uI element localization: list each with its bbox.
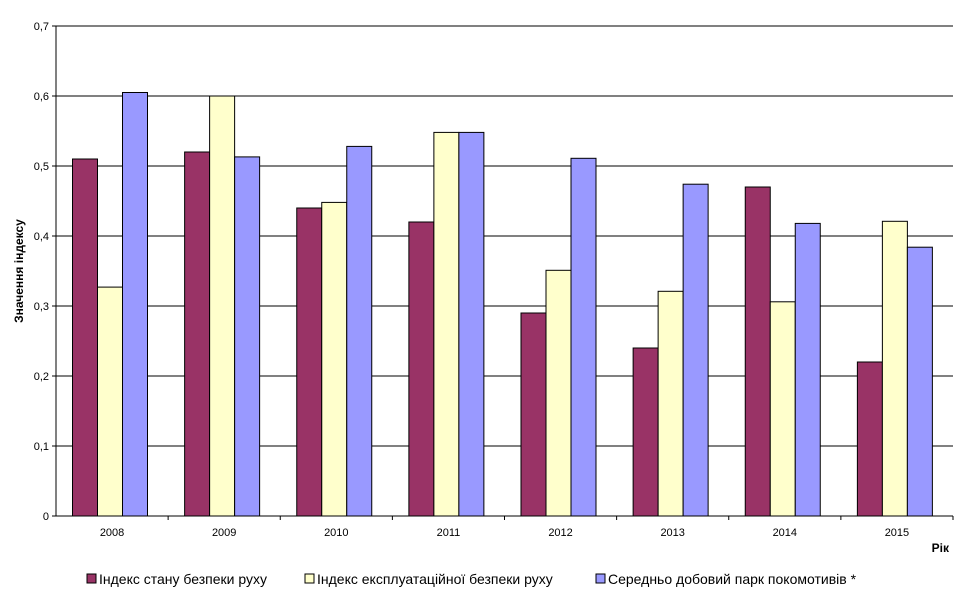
y-tick-label: 0,2 bbox=[34, 371, 49, 383]
bar-3-2014 bbox=[794, 222, 821, 517]
legend-label-2: Індекс експлуатаційної безпеки руху bbox=[317, 571, 553, 587]
bar-3-2013 bbox=[682, 183, 709, 517]
bar-3-2012 bbox=[570, 157, 597, 517]
x-tick-label: 2015 bbox=[885, 527, 909, 539]
bar-3-2011 bbox=[458, 131, 485, 517]
bar-3-2008 bbox=[122, 92, 148, 517]
legend-label-3: Середньо добовий парк покомотивів * bbox=[608, 571, 857, 587]
axes bbox=[52, 25, 954, 520]
x-tick-label: 2010 bbox=[324, 527, 348, 539]
bar-1-2014 bbox=[744, 186, 771, 517]
legend-swatch-3 bbox=[595, 573, 606, 584]
y-tick-label: 0,6 bbox=[34, 91, 49, 103]
bar-2-2015 bbox=[881, 220, 908, 517]
x-tick-label: 2013 bbox=[660, 527, 684, 539]
y-tick-label: 0 bbox=[43, 511, 49, 523]
bar-3-2010 bbox=[346, 145, 373, 517]
bar-2-2008 bbox=[97, 286, 123, 517]
x-tick-label: 2009 bbox=[212, 527, 236, 539]
legend-label-1: Індекс стану безпеки руху bbox=[99, 571, 267, 587]
y-tick-label: 0,1 bbox=[34, 441, 49, 453]
y-axis-title: Значення індексу bbox=[12, 219, 26, 323]
tick-labels: 0 0,1 0,2 0,3 0,4 0,5 0,6 0,7 2008 2009 2010 2011 20… bbox=[34, 21, 909, 539]
bar-2-2014 bbox=[769, 301, 796, 517]
y-tick-label: 0,4 bbox=[34, 231, 49, 243]
y-tick-label: 0,7 bbox=[34, 21, 49, 33]
legend-swatch-1 bbox=[86, 573, 97, 584]
bar-2-2012 bbox=[545, 269, 572, 517]
x-tick-label: 2014 bbox=[773, 527, 797, 539]
legend: Індекс стану безпеки руху Індекс експлуат… bbox=[86, 571, 857, 587]
bar-1-2010 bbox=[296, 207, 323, 517]
bar-3-2015 bbox=[906, 246, 933, 517]
x-tick-label: 2011 bbox=[437, 527, 461, 539]
x-axis-title: Рік bbox=[932, 541, 950, 555]
y-tick-label: 0,3 bbox=[34, 301, 49, 313]
bar-1-2008 bbox=[72, 158, 98, 517]
bar-1-2011 bbox=[408, 221, 435, 517]
bar-2-2009 bbox=[209, 95, 236, 517]
x-tick-label: 2012 bbox=[548, 527, 572, 539]
bar-2-2010 bbox=[321, 201, 348, 517]
legend-swatch-2 bbox=[304, 573, 315, 584]
x-tick-label: 2008 bbox=[100, 527, 124, 539]
bar-3-2009 bbox=[234, 156, 261, 517]
bar-1-2015 bbox=[856, 361, 883, 517]
bar-1-2012 bbox=[520, 312, 547, 517]
y-tick-label: 0,5 bbox=[34, 161, 49, 173]
bar-2-2013 bbox=[657, 290, 684, 517]
bar-2-2011 bbox=[433, 131, 460, 517]
bar-1-2013 bbox=[632, 347, 659, 517]
bar-1-2009 bbox=[184, 151, 211, 517]
